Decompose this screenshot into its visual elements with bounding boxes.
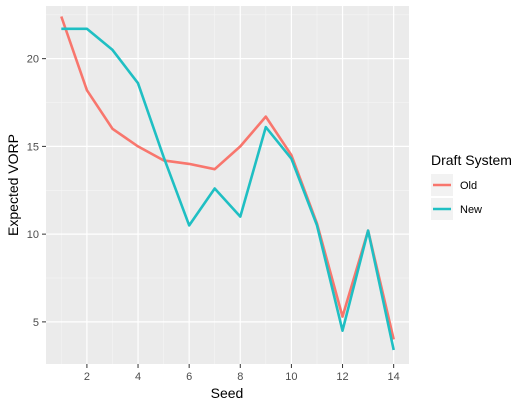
series-line-new [61,27,395,351]
y-axis-title: Expected VORP [5,134,21,236]
y-tick-label: 5 [33,317,39,329]
x-tick-label: 14 [388,371,400,383]
x-tick-label: 8 [237,371,243,383]
y-tick-label: 10 [27,229,39,241]
y-tick-label: 20 [27,54,39,66]
x-axis-title: Seed [211,385,244,401]
legend-label-old: Old [460,180,477,192]
x-tick-label: 2 [84,371,90,383]
x-tick-label: 6 [186,371,192,383]
legend: Draft System Old New [431,152,512,220]
legend-title: Draft System [431,152,512,168]
x-tick-label: 12 [336,371,348,383]
legend-label-new: New [460,204,482,216]
plot-panel [46,6,409,364]
x-tick-label: 4 [135,371,141,383]
y-tick-label: 15 [27,141,39,153]
x-tick-label: 10 [285,371,297,383]
series-line-old [60,16,395,340]
